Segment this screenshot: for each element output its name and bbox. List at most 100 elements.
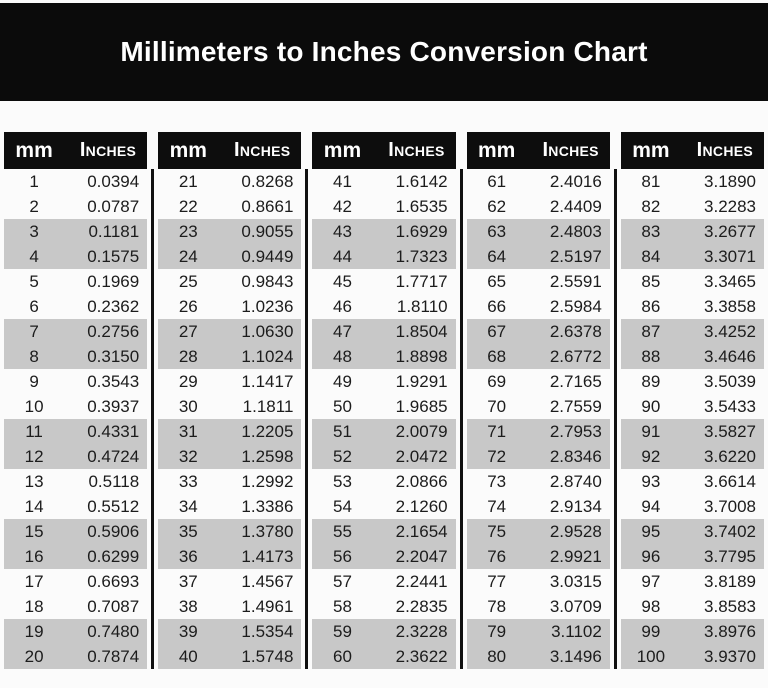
table-row: 30 1.1811 xyxy=(158,394,301,419)
inches-value: 2.7953 xyxy=(549,421,602,441)
inches-value: 2.9528 xyxy=(549,521,602,541)
inches-value: 0.3150 xyxy=(87,346,140,366)
table-row: 13 0.5118 xyxy=(4,469,147,494)
table-row: 38 1.4961 xyxy=(158,594,301,619)
inches-value: 1.7717 xyxy=(395,271,448,291)
inches-value: 1.9291 xyxy=(395,371,448,391)
inches-value: 3.1890 xyxy=(704,171,757,191)
table-row: 48 1.8898 xyxy=(312,344,456,369)
conversion-table: mm Inches 1 0.0394 2 0.0787 3 0.1181 4 0.1575 5 0.1… xyxy=(0,132,768,669)
inches-value: 0.8661 xyxy=(241,196,294,216)
inches-value: 1.2205 xyxy=(241,421,294,441)
table-row: 4 0.1575 xyxy=(4,244,148,269)
mm-value: 27 xyxy=(178,321,198,341)
inches-value: 3.5039 xyxy=(704,371,757,391)
table-row: 12 0.4724 xyxy=(4,444,148,469)
inches-value: 2.9134 xyxy=(549,496,602,516)
table-row: 11 0.4331 xyxy=(4,419,148,444)
mm-value: 25 xyxy=(178,271,198,291)
inches-value: 1.4173 xyxy=(241,546,294,566)
inches-value: 3.8976 xyxy=(704,621,757,641)
table-row: 84 3.3071 xyxy=(620,244,765,269)
inches-value: 2.3228 xyxy=(395,621,448,641)
mm-value: 7 xyxy=(29,321,39,341)
table-row: 66 2.5984 xyxy=(467,294,610,319)
table-row: 29 1.1417 xyxy=(158,369,301,394)
inches-value: 1.1024 xyxy=(241,346,294,366)
table-row: 75 2.9528 xyxy=(466,519,610,544)
table-row: 19 0.7480 xyxy=(4,619,148,644)
mm-value: 85 xyxy=(641,271,661,291)
table-row: 100 3.9370 xyxy=(620,644,765,669)
mm-value: 98 xyxy=(641,596,661,616)
table-row: 96 3.7795 xyxy=(620,544,765,569)
mm-value: 56 xyxy=(333,546,352,566)
table-row: 63 2.4803 xyxy=(466,219,610,244)
table-row: 18 0.7087 xyxy=(4,594,147,619)
mm-value: 55 xyxy=(333,521,352,541)
conversion-chart-page: Millimeters to Inches Conversion Chart m… xyxy=(0,3,768,669)
inches-column-header: Inches xyxy=(234,139,291,161)
table-row: 27 1.0630 xyxy=(158,319,302,344)
column-divider xyxy=(305,169,309,669)
mm-value: 13 xyxy=(24,471,44,491)
mm-value: 57 xyxy=(333,571,352,591)
table-row: 14 0.5512 xyxy=(4,494,147,519)
inches-value: 1.1417 xyxy=(241,371,294,391)
mm-value: 87 xyxy=(641,321,661,341)
table-row: 82 3.2283 xyxy=(621,194,764,219)
mm-value: 50 xyxy=(333,396,352,416)
inches-value: 1.8504 xyxy=(395,321,448,341)
mm-value: 99 xyxy=(641,621,661,641)
table-row: 98 3.8583 xyxy=(621,594,764,619)
mm-value: 45 xyxy=(333,271,352,291)
inches-value: 3.4252 xyxy=(704,321,757,341)
mm-value: 68 xyxy=(487,346,507,366)
table-row: 79 3.1102 xyxy=(466,619,610,644)
inches-value: 0.3543 xyxy=(87,371,140,391)
inches-value: 0.1969 xyxy=(87,271,140,291)
mm-value: 6 xyxy=(29,296,39,316)
mm-value: 35 xyxy=(178,521,198,541)
mm-value: 24 xyxy=(178,246,198,266)
table-row: 62 2.4409 xyxy=(467,194,610,219)
mm-value: 97 xyxy=(641,571,661,591)
mm-value: 33 xyxy=(178,471,198,491)
mm-value: 40 xyxy=(178,646,198,666)
inches-value: 0.0787 xyxy=(87,196,140,216)
inches-value: 2.4016 xyxy=(549,171,602,191)
inches-value: 2.9921 xyxy=(549,546,602,566)
table-row: 87 3.4252 xyxy=(620,319,765,344)
table-row: 7 0.2756 xyxy=(4,319,148,344)
mm-value: 89 xyxy=(641,371,661,391)
table-row: 67 2.6378 xyxy=(466,319,610,344)
table-row: 68 2.6772 xyxy=(466,344,610,369)
inches-value: 3.2677 xyxy=(704,221,757,241)
mm-value: 63 xyxy=(487,221,507,241)
inches-column-header: Inches xyxy=(542,139,599,161)
table-row: 94 3.7008 xyxy=(621,494,764,519)
inches-column-header: Inches xyxy=(79,139,137,161)
mm-value: 54 xyxy=(333,496,352,516)
table-row: 22 0.8661 xyxy=(158,194,301,219)
inches-value: 0.1181 xyxy=(88,221,140,241)
mm-value: 59 xyxy=(333,621,352,641)
inches-value: 0.2362 xyxy=(87,296,140,316)
inches-value: 2.8740 xyxy=(549,471,602,491)
mm-value: 9 xyxy=(29,371,39,391)
inches-value: 2.7165 xyxy=(549,371,602,391)
table-row: 46 1.8110 xyxy=(312,294,455,319)
mm-value: 88 xyxy=(641,346,661,366)
mm-value: 74 xyxy=(487,496,507,516)
inches-value: 3.3071 xyxy=(704,246,757,266)
inches-value: 2.5197 xyxy=(549,246,602,266)
table-row: 91 3.5827 xyxy=(620,419,765,444)
inches-value: 0.8268 xyxy=(241,171,294,191)
inches-value: 0.9449 xyxy=(241,246,294,266)
mm-column-header: mm xyxy=(478,138,516,162)
table-row: 44 1.7323 xyxy=(312,244,456,269)
inches-value: 0.7480 xyxy=(87,621,140,641)
table-row: 93 3.6614 xyxy=(621,469,764,494)
table-row: 37 1.4567 xyxy=(158,569,301,594)
table-row: 60 2.3622 xyxy=(312,644,456,669)
